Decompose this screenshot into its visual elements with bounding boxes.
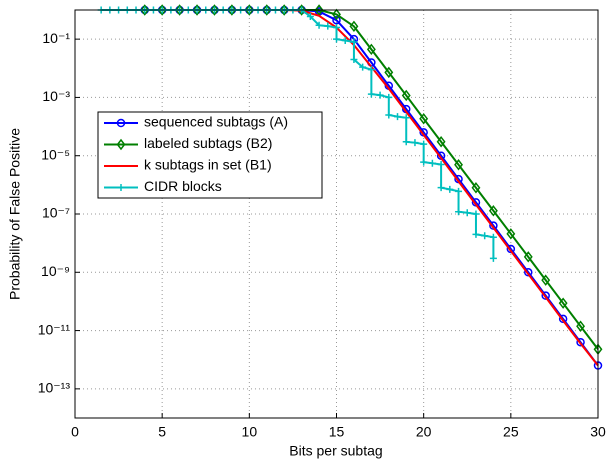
point bbox=[471, 182, 481, 194]
x-axis-label: Bits per subtag bbox=[289, 443, 382, 459]
point bbox=[411, 139, 419, 147]
point bbox=[463, 209, 471, 217]
point bbox=[227, 4, 237, 16]
point bbox=[244, 4, 254, 16]
point bbox=[324, 22, 332, 30]
legend-label: sequenced subtags (A) bbox=[144, 114, 288, 130]
point bbox=[332, 15, 341, 25]
y-tick-label: 10⁻³ bbox=[42, 88, 70, 104]
point bbox=[402, 138, 410, 146]
point bbox=[454, 159, 463, 171]
point bbox=[472, 230, 480, 238]
point bbox=[401, 89, 411, 102]
point bbox=[428, 159, 436, 167]
point bbox=[524, 268, 533, 277]
point bbox=[306, 12, 314, 20]
point bbox=[394, 113, 402, 121]
point bbox=[419, 112, 429, 125]
point bbox=[385, 111, 393, 119]
point bbox=[341, 36, 349, 44]
point bbox=[332, 8, 341, 21]
point bbox=[210, 4, 219, 16]
y-axis-label: Probability of False Positive bbox=[7, 128, 23, 300]
point bbox=[279, 4, 289, 16]
point bbox=[489, 254, 497, 262]
legend-label: k subtags in set (B1) bbox=[144, 157, 272, 173]
point bbox=[489, 233, 497, 241]
point bbox=[367, 90, 375, 98]
y-tick-label: 10⁻⁷ bbox=[42, 205, 70, 221]
point bbox=[455, 187, 463, 195]
plot-frame bbox=[74, 9, 599, 419]
point bbox=[472, 210, 480, 218]
legend-label: labeled subtags (B2) bbox=[144, 135, 272, 151]
point bbox=[420, 140, 428, 148]
y-tick-label: 10⁻⁹ bbox=[41, 263, 70, 279]
point bbox=[314, 4, 324, 16]
point bbox=[558, 297, 568, 309]
point bbox=[420, 158, 428, 166]
point bbox=[333, 35, 340, 43]
point bbox=[333, 24, 340, 32]
legend-marker bbox=[116, 138, 126, 151]
point bbox=[541, 274, 551, 286]
x-tick-label: 10 bbox=[242, 424, 258, 440]
point bbox=[455, 208, 463, 216]
legend: sequenced subtags (A) labeled subtags (B2… bbox=[97, 111, 323, 199]
point bbox=[376, 91, 384, 99]
y-tick-label: 10⁻¹¹ bbox=[38, 321, 71, 337]
point bbox=[315, 21, 323, 29]
point bbox=[140, 4, 150, 16]
point bbox=[558, 314, 568, 324]
point bbox=[488, 205, 498, 217]
x-tick-label: 20 bbox=[416, 424, 432, 440]
point bbox=[349, 20, 359, 33]
point bbox=[576, 320, 586, 332]
point bbox=[436, 136, 446, 148]
point bbox=[506, 228, 516, 240]
point bbox=[481, 232, 489, 240]
point bbox=[262, 4, 272, 16]
point bbox=[576, 337, 585, 347]
point bbox=[437, 184, 445, 192]
point bbox=[157, 4, 167, 16]
legend-label: CIDR blocks bbox=[144, 178, 222, 194]
point bbox=[523, 251, 533, 263]
legend-marker bbox=[117, 184, 125, 191]
point bbox=[192, 4, 202, 16]
point bbox=[446, 185, 454, 193]
y-tick-label: 10⁻¹ bbox=[42, 30, 70, 46]
point bbox=[359, 63, 367, 71]
x-tick-label: 0 bbox=[71, 424, 79, 440]
point bbox=[384, 66, 394, 79]
point bbox=[297, 4, 307, 16]
y-tick-label: 10⁻¹³ bbox=[38, 380, 71, 396]
point bbox=[350, 38, 358, 46]
y-tick-label: 10⁻⁵ bbox=[41, 146, 70, 162]
point bbox=[350, 56, 358, 64]
legend-marker bbox=[116, 118, 126, 128]
point bbox=[541, 291, 550, 300]
x-tick-label: 30 bbox=[590, 424, 606, 440]
x-tick-label: 5 bbox=[158, 424, 166, 440]
point bbox=[437, 160, 445, 168]
legend-box bbox=[97, 111, 323, 199]
point bbox=[175, 4, 185, 16]
x-tick-label: 15 bbox=[329, 424, 345, 440]
point bbox=[366, 43, 376, 56]
point bbox=[402, 114, 410, 122]
point bbox=[367, 66, 375, 74]
point bbox=[385, 93, 393, 101]
x-tick-label: 25 bbox=[503, 424, 519, 440]
